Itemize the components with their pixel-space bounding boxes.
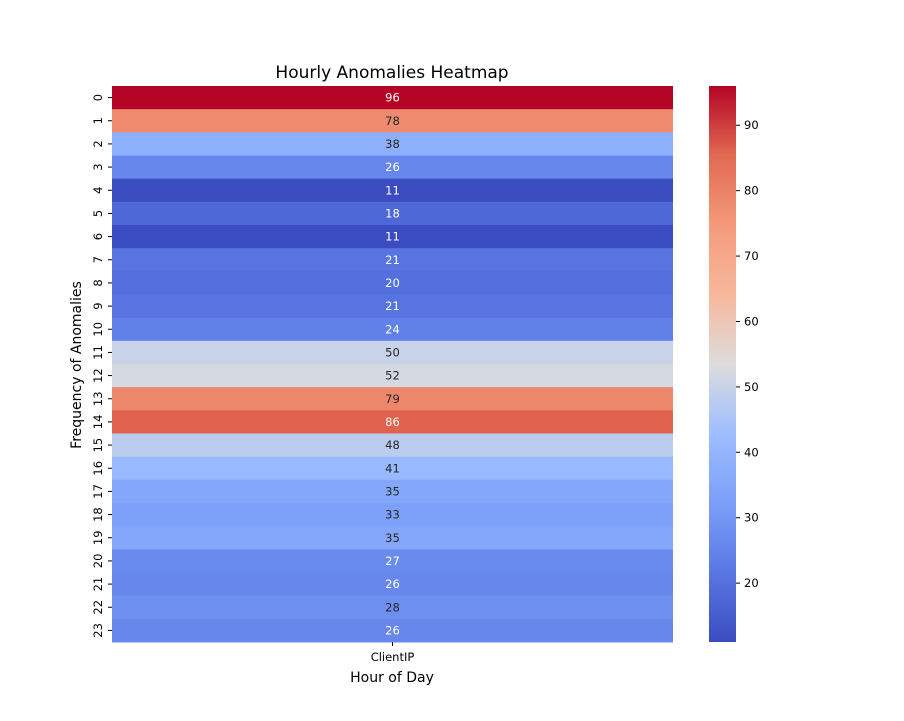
chart-title: Hourly Anomalies Heatmap (275, 63, 508, 83)
heatmap-cell (112, 317, 673, 342)
heatmap-cells: 96 78 38 26 11 18 11 21 20 21 24 50 52 79 86 48 41 35 33 35… (112, 86, 673, 643)
cell-value-label: 35 (385, 484, 400, 498)
y-tick-label: 16 (91, 461, 105, 476)
heatmap-cell (112, 364, 673, 388)
y-axis-label: Frequency of Anomalies (69, 281, 85, 449)
y-tick-label: 22 (91, 600, 105, 615)
heatmap-cell (112, 86, 673, 110)
cell-value-label: 18 (385, 206, 400, 220)
colorbar-tick-label: 60 (744, 314, 759, 328)
cell-value-label: 26 (385, 623, 400, 637)
colorbar (709, 86, 736, 642)
y-tick-label: 14 (91, 415, 105, 430)
y-tick-label: 7 (91, 256, 105, 263)
y-tick-label: 8 (91, 279, 105, 286)
cell-value-label: 96 (385, 91, 400, 105)
colorbar-tick-label: 50 (744, 380, 759, 394)
y-tick-label: 4 (91, 187, 105, 194)
heatmap-cell (112, 109, 673, 133)
y-tick-label: 3 (91, 163, 105, 170)
cell-value-label: 24 (385, 322, 400, 336)
heatmap-cell (112, 410, 673, 434)
x-tick-labels: ClientIP (371, 642, 415, 664)
y-tick-label: 11 (91, 345, 105, 360)
cell-value-label: 48 (385, 438, 400, 452)
heatmap-cell (112, 595, 673, 620)
heatmap-cell (112, 225, 673, 249)
x-tick-label: ClientIP (371, 650, 415, 664)
heatmap-cell (112, 271, 673, 295)
colorbar-tick-label: 80 (744, 184, 759, 198)
colorbar-tick-label: 90 (744, 118, 759, 132)
heatmap-cell (112, 387, 673, 411)
cell-value-label: 41 (385, 461, 400, 475)
heatmap-cell (112, 526, 673, 550)
heatmap-cell (112, 248, 673, 272)
cell-value-label: 79 (385, 392, 400, 406)
y-tick-label: 6 (91, 233, 105, 240)
colorbar-tick-label: 30 (744, 511, 759, 525)
heatmap-cell (112, 456, 673, 481)
cell-value-label: 52 (385, 369, 400, 383)
y-tick-label: 9 (91, 302, 105, 309)
heatmap-cell (112, 155, 673, 180)
heatmap-cell (112, 549, 673, 573)
y-tick-label: 15 (91, 438, 105, 453)
x-axis-label: Hour of Day (350, 670, 434, 686)
y-tick-label: 18 (91, 507, 105, 522)
heatmap-cell (112, 479, 673, 504)
cell-value-label: 35 (385, 531, 400, 545)
cell-value-label: 20 (385, 276, 400, 290)
y-tick-label: 10 (91, 322, 105, 337)
cell-value-label: 27 (385, 554, 400, 568)
y-tick-label: 19 (91, 530, 105, 545)
cell-value-label: 78 (385, 114, 400, 128)
cell-value-label: 21 (385, 253, 400, 267)
y-tick-label: 21 (91, 577, 105, 592)
colorbar-tick-label: 40 (744, 445, 759, 459)
heatmap-cell (112, 178, 673, 203)
y-tick-label: 20 (91, 554, 105, 569)
heatmap-cell (112, 618, 673, 643)
y-tick-label: 12 (91, 368, 105, 383)
cell-value-label: 26 (385, 160, 400, 174)
y-tick-label: 5 (91, 210, 105, 217)
heatmap-cell (112, 201, 673, 226)
y-tick-label: 0 (91, 94, 105, 101)
y-tick-label: 23 (91, 623, 105, 638)
heatmap-cell (112, 340, 673, 365)
heatmap-cell (112, 572, 673, 597)
heatmap-cell (112, 132, 673, 156)
heatmap-cell (112, 503, 673, 527)
y-tick-label: 17 (91, 484, 105, 499)
cell-value-label: 33 (385, 508, 400, 522)
colorbar-tick-label: 20 (744, 576, 759, 590)
colorbar-tick-label: 70 (744, 249, 759, 263)
cell-value-label: 50 (385, 345, 400, 359)
heatmap-cell (112, 433, 673, 458)
heatmap-cell (112, 294, 673, 319)
y-tick-label: 2 (91, 140, 105, 147)
cell-value-label: 21 (385, 299, 400, 313)
cell-value-label: 11 (385, 183, 400, 197)
colorbar-ticks: 20 30 40 50 60 70 80 90 (736, 118, 759, 590)
cell-value-label: 26 (385, 577, 400, 591)
y-tick-label: 1 (91, 117, 105, 124)
cell-value-label: 28 (385, 600, 400, 614)
cell-value-label: 38 (385, 137, 400, 151)
cell-value-label: 11 (385, 230, 400, 244)
y-tick-label: 13 (91, 391, 105, 406)
cell-value-label: 86 (385, 415, 400, 429)
